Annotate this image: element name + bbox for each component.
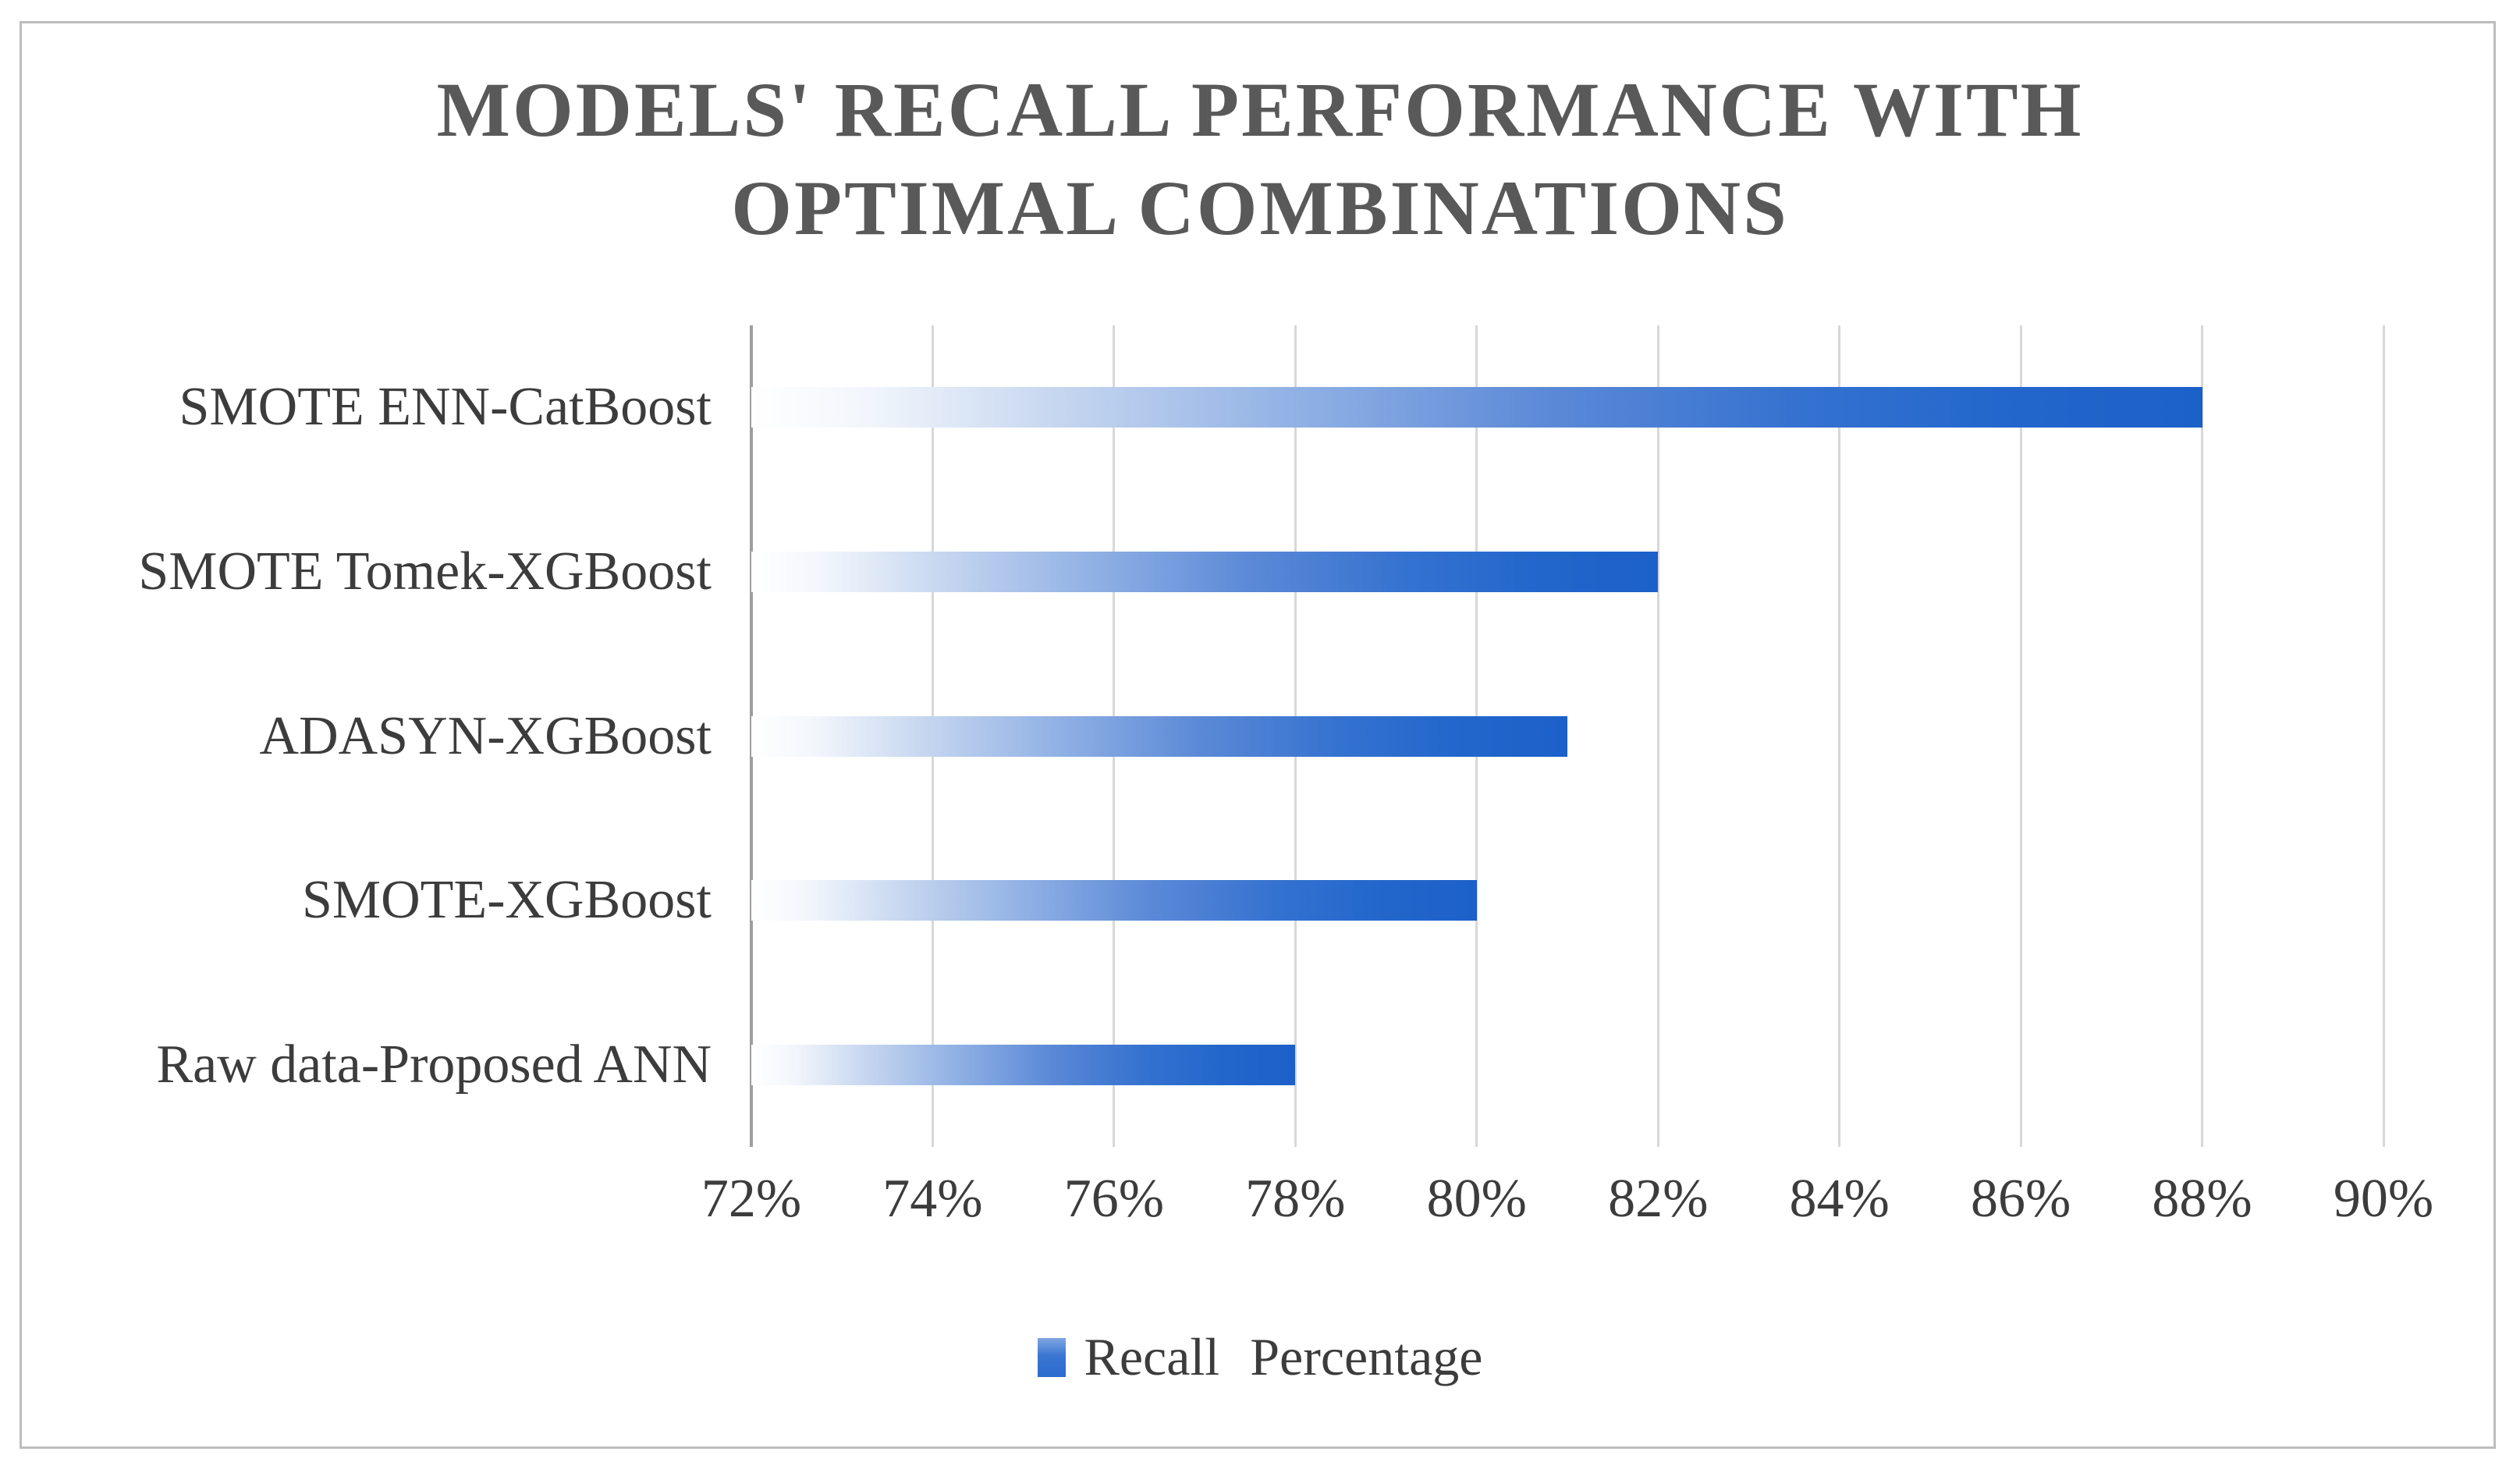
- x-tick-label-90: 90%: [2333, 1169, 2434, 1229]
- legend-color-swatch-icon: [1037, 1337, 1066, 1377]
- category-label-raw-data-proposed-ann: Raw data-Proposed ANN: [156, 1034, 712, 1095]
- x-tick-label-86: 86%: [1970, 1169, 2071, 1229]
- category-label-smote-tomek-xgboost: SMOTE Tomek-XGBoost: [138, 541, 712, 602]
- x-tick-label-88: 88%: [2152, 1169, 2252, 1229]
- x-tick-label-82: 82%: [1608, 1169, 1709, 1229]
- x-tick-label-76: 76%: [1063, 1169, 1165, 1229]
- gridline-88: [2201, 325, 2204, 1147]
- category-label-smote-enn-catboost: SMOTE ENN-CatBoost: [179, 377, 712, 438]
- bar-adasyn-xgboost: [751, 715, 1567, 757]
- bar-smote-tomek-xgboost: [751, 551, 1659, 592]
- category-label-smote-xgboost: SMOTE-XGBoost: [301, 870, 712, 931]
- bar-smote-enn-catboost: [751, 387, 2202, 428]
- chart-title: MODELS' RECALL PERFORMANCE WITH OPTIMAL …: [436, 66, 2084, 251]
- x-tick-label-78: 78%: [1245, 1169, 1346, 1229]
- gridline-82: [1656, 325, 1659, 1147]
- category-label-adasyn-xgboost: ADASYN-XGBoost: [259, 705, 712, 766]
- legend: Recall Percentage: [0, 1326, 2520, 1388]
- x-tick-label-84: 84%: [1789, 1169, 1890, 1229]
- bar-smote-xgboost: [751, 880, 1477, 921]
- x-tick-label-74: 74%: [882, 1169, 983, 1229]
- x-tick-label-72: 72%: [701, 1169, 802, 1229]
- chart-frame-border: [20, 21, 2496, 1449]
- bar-raw-data-proposed-ann: [751, 1044, 1296, 1085]
- gridline-84: [1838, 325, 1841, 1147]
- gridline-86: [2019, 325, 2022, 1147]
- legend-label: Recall Percentage: [1084, 1327, 1483, 1386]
- gridline-90: [2382, 325, 2385, 1147]
- x-tick-label-80: 80%: [1426, 1169, 1527, 1229]
